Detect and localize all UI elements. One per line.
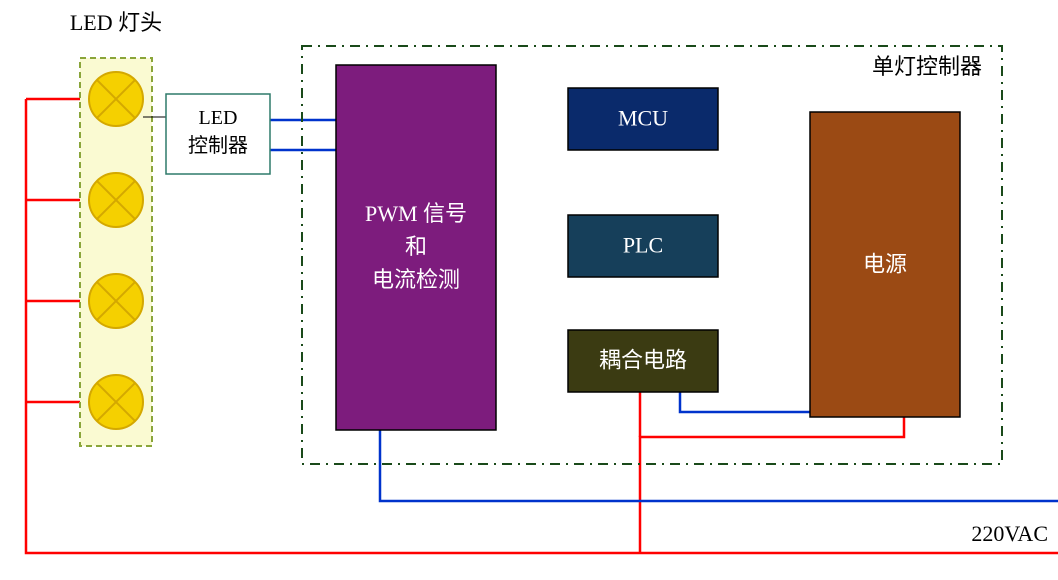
led-lamp-2 (89, 274, 143, 328)
single-lamp-controller-label: 单灯控制器 (872, 54, 982, 79)
mcu-block-label-0: MCU (618, 106, 668, 131)
led-head-title: LED 灯头 (70, 10, 162, 35)
plc-block-label-0: PLC (623, 233, 663, 258)
led-controller-label-2: 控制器 (188, 134, 248, 157)
pwm-block-label-0: PWM 信号 (365, 201, 467, 226)
coupling-block-label-0: 耦合电路 (599, 348, 687, 373)
led-lamp-3 (89, 375, 143, 429)
power-in-label: 220VAC (971, 521, 1048, 546)
pwm-block-label-1: 和 (405, 234, 427, 259)
led-lamp-0 (89, 72, 143, 126)
led-lamp-1 (89, 173, 143, 227)
pwm-block-label-2: 电流检测 (372, 267, 460, 292)
led-controller-box (166, 94, 270, 174)
power-block-label-0: 电源 (863, 252, 907, 277)
led-controller-label-1: LED (199, 107, 238, 129)
